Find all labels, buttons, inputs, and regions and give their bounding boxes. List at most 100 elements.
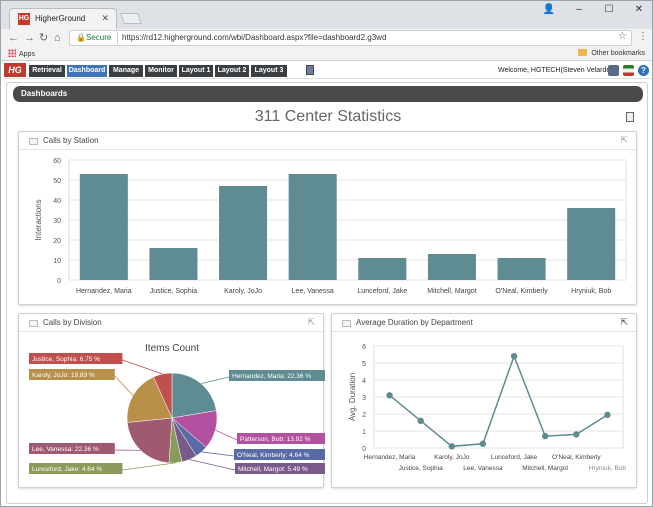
address-toolbar: ← → ↻ ⌂ 🔒 Secure https://rd12.highergrou… [1,29,652,47]
bookmark-star-icon[interactable]: ☆ [618,31,627,42]
help-icon[interactable]: ? [638,65,649,76]
browser-tab[interactable]: HG HigherGround ✕ [9,8,117,29]
page-title: 311 Center Statistics [254,108,402,125]
address-bar[interactable]: 🔒 Secure https://rd12.higherground.com/w… [69,30,632,46]
y-tick-label: 1 [362,429,366,436]
reload-icon[interactable]: ↻ [39,32,49,44]
menu-layout-2[interactable]: Layout 2 [215,65,249,77]
x-tick-label: Mitchell, Margot [522,465,568,472]
menu-layout-3[interactable]: Layout 3 [251,65,287,77]
apps-grid-icon [8,49,16,57]
calls-by-division-chart: Items Count Hernandez, Maria: 22.36 % Patt… [29,343,325,474]
x-tick-label: Hryniuk, Bob [571,288,611,295]
leader-line [200,376,230,385]
x-tick-label: Mitchell, Margot [427,288,476,295]
close-window-button[interactable]: ✕ [634,4,644,15]
window-controls: 👤 – ☐ ✕ [534,1,652,21]
avg-duration-panel: Average Duration by Department ⇱ 0 1 2 3 4 5 6… [331,313,637,488]
panel-title: Calls by Division [43,318,102,327]
pin-icon[interactable]: ⇱ [620,317,628,327]
home-icon[interactable]: ⌂ [54,32,61,44]
other-bookmarks-label: Other bookmarks [591,50,645,57]
slice-label: Lunceford, Jake: 4.64 % [32,466,102,473]
slice-label-box [237,433,325,444]
panel-icon [29,138,38,145]
menu-layout-1[interactable]: Layout 1 [179,65,213,77]
x-tick-label: Hryniuk, Bob [589,465,627,472]
dashboard-header: Dashboards [13,86,643,102]
y-axis-label: Interactions [34,199,43,240]
tab-title: HigherGround [35,14,86,23]
slice-label: Justice, Sophia: 6.75 % [32,356,100,363]
language-flag-icon[interactable] [623,65,634,76]
y-tick-label: 4 [362,378,366,385]
divider [117,32,118,44]
x-tick-label: O'Neal, Kimberly [552,454,601,461]
menu-monitor[interactable]: Monitor [145,65,177,77]
minimize-button[interactable]: – [576,4,582,15]
y-tick-label: 30 [53,218,61,225]
slice-label: Lee, Vanessa: 22.36 % [32,446,99,453]
leader-line [122,462,176,471]
secure-label: Secure [86,33,112,42]
apps-label: Apps [19,51,35,58]
maximize-button[interactable]: ☐ [604,4,614,15]
leader-line [189,459,236,471]
forward-icon[interactable]: → [24,32,35,44]
x-tick-label: Lee, Vanessa [292,288,334,295]
y-tick-label: 6 [362,344,366,351]
data-point [604,411,611,419]
folder-icon [578,49,588,56]
y-tick-label: 10 [53,258,61,265]
export-icon[interactable] [626,112,634,122]
menu-dashboard[interactable]: Dashboard [67,65,107,77]
data-point [448,443,456,450]
close-tab-icon[interactable]: ✕ [101,13,109,23]
back-icon[interactable]: ← [8,32,19,44]
data-point [573,431,580,438]
browser-menu-icon[interactable]: ⋮ [638,31,648,42]
slice-label-box [229,370,325,381]
report-icon[interactable] [306,65,314,75]
welcome-text: Welcome, HGTECH(Steven Velarde) [498,67,613,74]
data-point [417,417,424,424]
other-bookmarks[interactable]: Other bookmarks [578,49,645,57]
series-line [389,354,608,448]
bar [427,254,476,280]
bar [79,174,128,280]
avg-duration-chart: 0 1 2 3 4 5 6 Avg. Duration Hernandez, Maria Just… [348,344,627,472]
menu-retrieval[interactable]: Retrieval [29,65,65,77]
bar [567,208,616,280]
panel-header: Average Duration by Department ⇱ [332,314,636,332]
url-text[interactable]: https://rd12.higherground.com/wbi/Dashbo… [122,33,387,42]
panel-header: Calls by Division ⇱ [19,314,323,332]
apps-shortcut[interactable]: Apps [8,49,35,58]
panel-header: Calls by Station ⇱ [19,132,636,150]
menu-manage[interactable]: Manage [109,65,143,77]
y-tick-label: 5 [362,361,366,368]
calls-by-station-chart: 0 10 20 30 40 50 60 Interactions Hernandez, Mari… [34,158,627,295]
leader-line [201,451,235,457]
x-tick-label: Justice, Sophia [150,288,198,295]
pin-icon[interactable]: ⇱ [307,317,315,327]
bookmarks-bar: Apps Other bookmarks [1,47,652,61]
y-tick-label: 20 [53,238,61,245]
x-tick-label: Lunceford, Jake [491,454,538,461]
pie-slice [171,372,217,419]
bar [358,258,407,280]
calls-by-division-panel: Calls by Division ⇱ Items Count Hernandez… [18,313,325,488]
slice-label-box [235,463,325,474]
x-tick-label: Lunceford, Jake [357,288,407,295]
pie-slice [126,376,173,423]
new-tab-button[interactable] [119,13,143,24]
pin-icon[interactable]: ⇱ [620,135,628,145]
bar [288,174,337,280]
leader-line [122,359,163,375]
profile-icon[interactable]: 👤 [542,4,556,15]
browser-tab-bar: HG HigherGround ✕ 👤 – ☐ ✕ [1,1,652,29]
slice-label-box [29,463,123,474]
x-tick-label: Hernandez, Maria [76,288,132,295]
panel-icon [342,320,351,327]
users-icon[interactable] [608,65,619,76]
